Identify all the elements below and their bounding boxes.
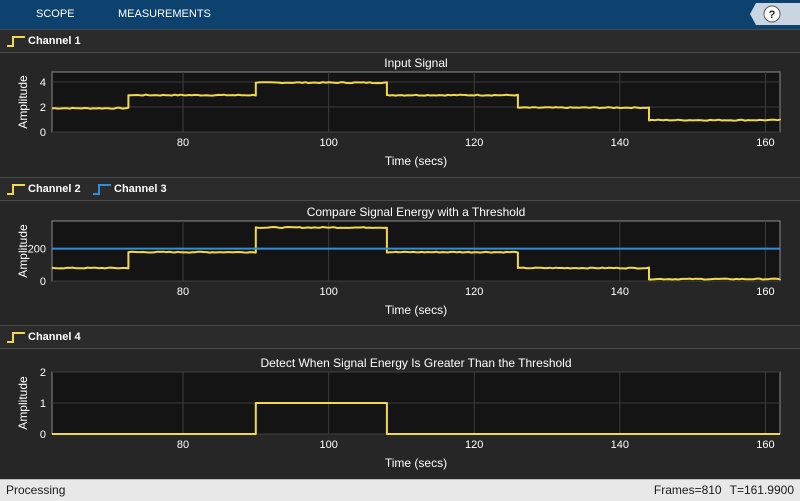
x-tick-label: 120 [465,439,483,451]
status-bar: Processing Frames=810 T=161.9900 [0,479,800,501]
status-time: T=161.9900 [729,483,794,497]
x-tick-label: 80 [177,286,189,298]
chart-title-2: Compare Signal Energy with a Threshold [307,205,526,219]
y-tick-label: 0 [40,429,46,441]
x-tick-label: 140 [611,439,629,451]
y-tick-label: 2 [40,102,46,114]
x-axis-label-3: Time (secs) [385,456,447,470]
chart-title-3: Detect When Signal Energy Is Greater Tha… [260,356,571,370]
step-line-icon [7,332,25,343]
status-readout: Frames=810 T=161.9900 [646,480,794,501]
y-tick-label: 2 [40,367,46,379]
tab-scope[interactable]: SCOPE [36,8,75,20]
help-label: ? [769,9,776,21]
x-tick-label: 160 [756,137,774,149]
legend-label-channel-4: Channel 4 [28,331,81,343]
plot-area-1 [51,71,781,133]
y-tick-label: 200 [28,244,46,256]
legend-channel-4: Channel 4 [0,325,800,349]
x-tick-label: 80 [177,439,189,451]
legend-label-channel-2: Channel 2 [28,183,81,195]
toolstrip: SCOPE MEASUREMENTS ? [0,0,800,29]
x-tick-label: 120 [465,137,483,149]
series-line-channel-4 [52,402,780,435]
status-state: Processing [6,483,66,497]
x-tick-label: 100 [319,439,337,451]
y-tick-label: 0 [40,276,46,288]
x-tick-label: 120 [465,286,483,298]
x-tick-label: 100 [319,137,337,149]
legend-channels-2-3: Channel 2 Channel 3 [0,177,800,201]
x-tick-label: 140 [611,137,629,149]
y-axis-label-1: Amplitude [16,75,30,129]
step-line-icon [93,184,111,195]
help-button[interactable]: ? [748,0,800,29]
series-line-channel-2 [51,226,781,281]
tab-measurements[interactable]: MEASUREMENTS [118,8,211,20]
legend-channel-1: Channel 1 [0,29,800,53]
y-tick-label: 4 [40,77,46,89]
x-axis-label-2: Time (secs) [385,303,447,317]
status-frames: Frames=810 [653,483,722,497]
plot-area-2 [51,220,781,282]
step-line-icon [7,184,25,195]
y-tick-label: 1 [40,398,46,410]
chart-title-1: Input Signal [384,56,447,70]
y-axis-label-3: Amplitude [16,376,30,430]
x-tick-label: 140 [611,286,629,298]
y-tick-label: 0 [40,127,46,139]
x-tick-label: 160 [756,439,774,451]
help-icon: ? [750,3,800,25]
legend-label-channel-3: Channel 3 [114,183,167,195]
y-axis-label-2: Amplitude [16,224,30,278]
x-tick-label: 100 [319,286,337,298]
series-line-channel-1 [51,81,781,122]
x-axis-label-1: Time (secs) [385,154,447,168]
step-line-icon [7,36,25,47]
legend-label-channel-1: Channel 1 [28,35,81,47]
x-tick-label: 80 [177,137,189,149]
x-tick-label: 160 [756,286,774,298]
